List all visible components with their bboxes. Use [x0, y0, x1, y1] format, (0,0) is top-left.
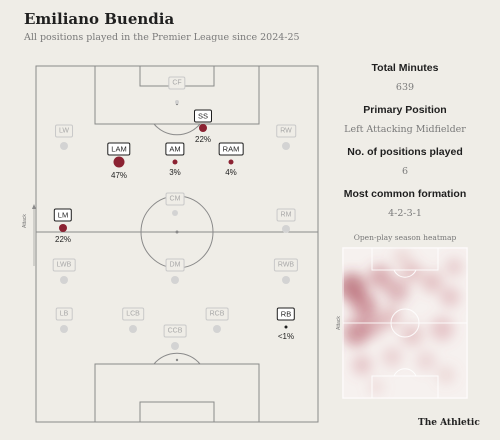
stat-label: Primary Position — [363, 104, 447, 116]
position-ss-pct: 22% — [194, 135, 212, 144]
stat-value: 6 — [401, 166, 409, 177]
position-ram: RAM — [218, 142, 244, 156]
pitch: CF SS 22% LW RW LAM 47% AM 3% RAM 4% CM … — [22, 58, 332, 430]
position-cf-dot — [175, 100, 179, 104]
position-cf: CF — [168, 76, 186, 90]
position-rcb-dot — [213, 325, 221, 333]
position-am-pct: 3% — [169, 168, 181, 177]
position-rw: RW — [276, 124, 296, 138]
position-ram-pct: 4% — [225, 168, 237, 177]
position-lwb: LWB — [52, 258, 76, 272]
position-ccb-dot — [171, 342, 179, 350]
position-rwb: RWB — [273, 258, 299, 272]
position-rm-dot — [282, 225, 290, 233]
position-dm: DM — [165, 258, 185, 272]
stat-label: Most common formation — [343, 188, 467, 200]
position-lam: LAM — [107, 142, 131, 156]
stat-value: 4-2-3-1 — [388, 208, 422, 219]
position-lm-dot — [59, 224, 67, 232]
heatmap-graphic — [338, 247, 468, 399]
stat-value: Left Attacking Midfielder — [344, 124, 466, 135]
position-ss: SS — [193, 109, 213, 123]
position-lcb: LCB — [122, 307, 144, 321]
position-lb: LB — [55, 307, 73, 321]
position-lwb-dot — [60, 276, 68, 284]
heatmap-attack-label: Attack — [336, 316, 342, 330]
stat-label: Total Minutes — [371, 62, 439, 74]
position-lw-dot — [60, 142, 68, 150]
position-dm-dot — [171, 276, 179, 284]
stats-panel: Total Minutes 639 Primary Position Left … — [330, 62, 480, 230]
stat-value: 639 — [395, 82, 415, 93]
position-rcb: RCB — [205, 307, 229, 321]
stat-total-minutes: Total Minutes 639 — [330, 62, 480, 104]
position-ram-dot — [228, 159, 234, 165]
position-rw-dot — [282, 142, 290, 150]
position-rb-pct: <1% — [277, 332, 295, 341]
position-rb-dot — [284, 325, 288, 329]
position-lw: LW — [55, 124, 73, 138]
brand-logo: The Athletic — [418, 418, 480, 428]
position-rm: RM — [276, 208, 296, 222]
stat-positions-played: No. of positions played 6 — [330, 146, 480, 188]
position-rb: RB — [276, 307, 296, 321]
stat-label: No. of positions played — [347, 146, 463, 158]
attack-direction-label: Attack — [22, 214, 28, 228]
position-am-dot — [172, 159, 178, 165]
pitch-lines — [32, 65, 319, 423]
position-lm-pct: 22% — [54, 235, 72, 244]
page-title: Emiliano Buendia — [24, 10, 175, 28]
position-am: AM — [165, 142, 185, 156]
position-lam-dot — [113, 156, 125, 168]
position-ss-dot — [199, 124, 207, 132]
heatmap-title: Open-play season heatmap — [353, 233, 457, 242]
stat-primary-position: Primary Position Left Attacking Midfield… — [330, 104, 480, 146]
position-cm: CM — [165, 192, 185, 206]
heatmap — [338, 247, 468, 399]
stat-common-formation: Most common formation 4-2-3-1 — [330, 188, 480, 230]
position-rwb-dot — [282, 276, 290, 284]
position-lam-pct: 47% — [110, 171, 128, 180]
position-lb-dot — [60, 325, 68, 333]
position-lm: LM — [53, 208, 73, 222]
position-ccb: CCB — [163, 324, 187, 338]
position-cm-dot — [172, 210, 178, 216]
page-subtitle: All positions played in the Premier Leag… — [24, 32, 300, 43]
position-lcb-dot — [129, 325, 137, 333]
